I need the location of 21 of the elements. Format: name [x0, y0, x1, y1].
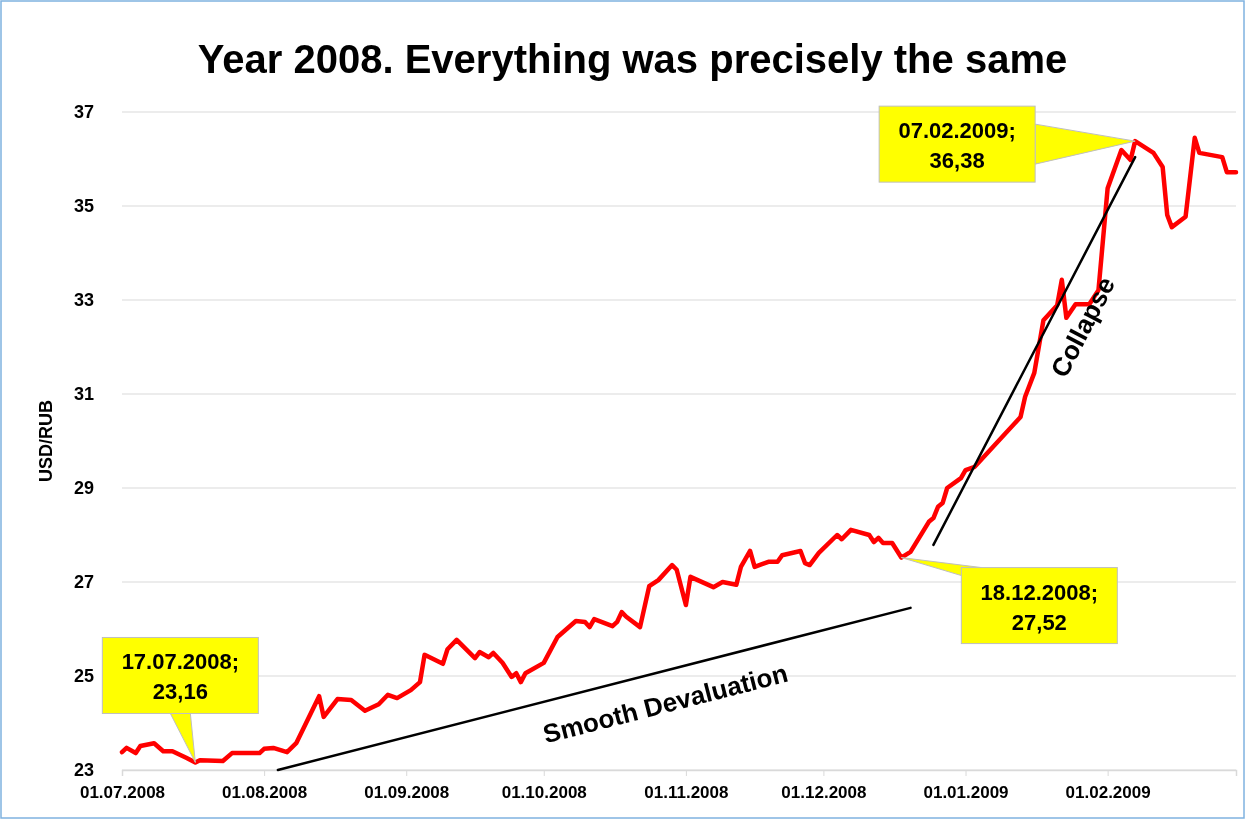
x-tick-label: 01.07.2008 — [79, 782, 166, 802]
y-tick-label: 27 — [73, 572, 94, 593]
y-tick-label: 29 — [73, 478, 94, 499]
x-tick-label: 01.12.2008 — [781, 782, 867, 802]
x-tick-label: 01.10.2008 — [501, 782, 587, 802]
y-tick-label: 23 — [73, 760, 94, 781]
annotation: 18.12.2008; 27,52 — [980, 579, 1099, 635]
annotation: 07.02.2009; 36,38 — [898, 118, 1016, 174]
annotation: 17.07.2008; 23,16 — [121, 649, 240, 705]
x-tick-label: 01.08.2008 — [222, 782, 308, 802]
chart-title: Year 2008. Everything was precisely the same — [197, 37, 1068, 81]
y-tick-label: 37 — [73, 102, 94, 123]
x-tick-label: 01.02.2009 — [1065, 782, 1151, 802]
y-tick-label: 25 — [73, 666, 94, 687]
x-tick-label: 01.09.2008 — [364, 782, 450, 802]
x-tick-label: 01.11.2008 — [644, 782, 729, 802]
x-tick-label: 01.01.2009 — [923, 782, 1009, 802]
y-axis-title: USD/RUB — [36, 399, 56, 483]
y-tick-label: 35 — [73, 196, 94, 217]
y-tick-label: 33 — [73, 290, 94, 311]
y-tick-label: 31 — [73, 384, 94, 405]
